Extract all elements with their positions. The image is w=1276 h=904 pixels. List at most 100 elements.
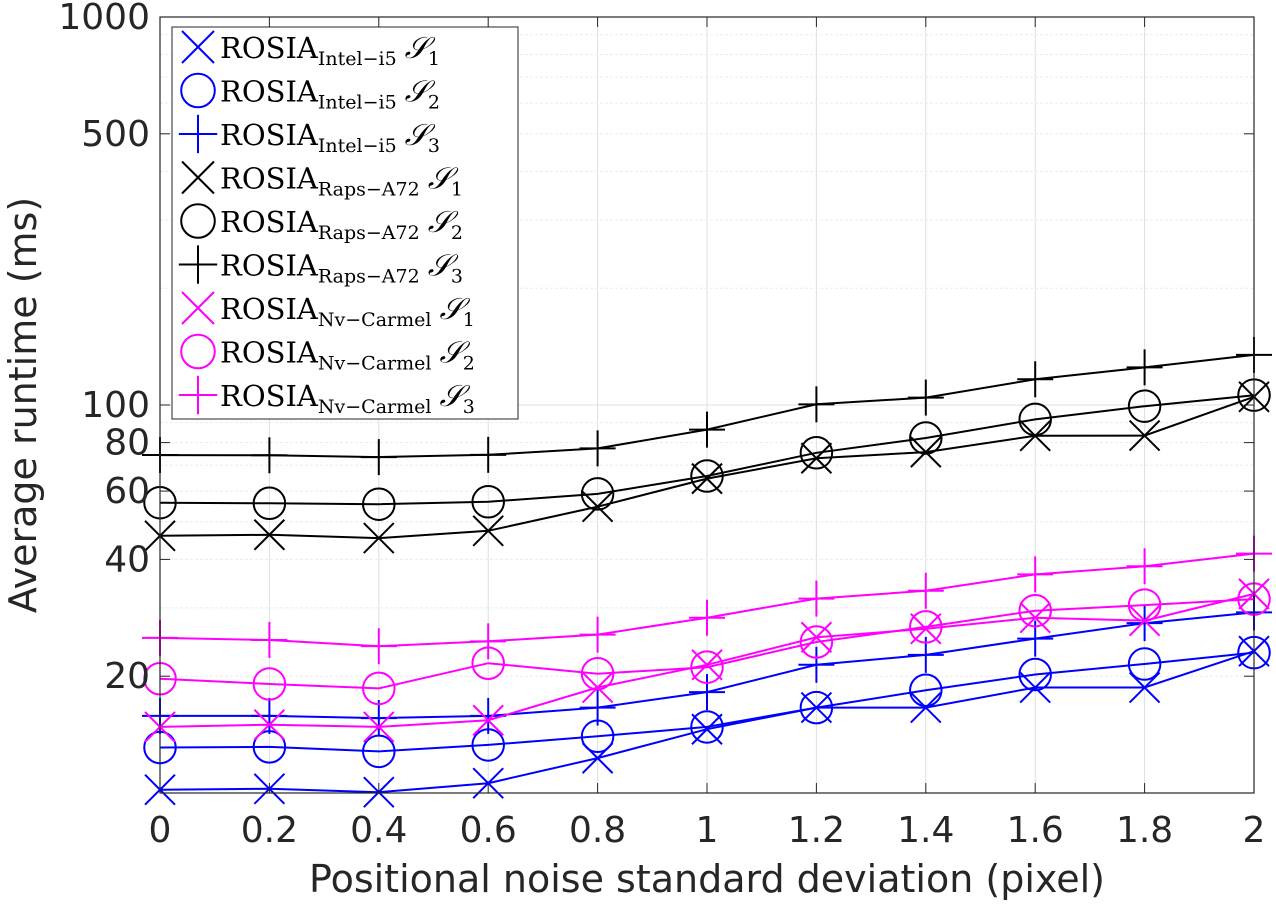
x-tick-label: 0 — [149, 810, 172, 851]
data-point — [1126, 349, 1163, 386]
data-point — [689, 674, 725, 711]
x-axis-title: Positional noise standard deviation (pix… — [309, 857, 1105, 901]
data-point — [1018, 657, 1052, 692]
marker-stroke — [1019, 601, 1051, 634]
data-point — [1128, 671, 1161, 704]
legend-marker — [178, 375, 218, 415]
x-axis-ticks: 0 0.2 0.4 0.6 0.8 1 1.2 1.4 1.6 1.8 2 — [149, 17, 1265, 851]
marker-stroke — [800, 621, 833, 653]
data-point — [907, 379, 944, 416]
data-point — [909, 610, 943, 644]
data-point — [1017, 361, 1054, 398]
data-point — [689, 599, 725, 636]
data-point — [690, 710, 724, 744]
y-tick-label: 20 — [104, 656, 150, 697]
data-point — [1127, 647, 1162, 681]
data-point — [252, 486, 287, 521]
data-point — [580, 477, 615, 511]
series-line — [159, 598, 1255, 690]
x-tick-label: 1.8 — [1116, 810, 1173, 851]
data-point — [1128, 419, 1161, 452]
data-point — [910, 436, 942, 468]
data-point — [581, 490, 614, 523]
data-point — [253, 519, 286, 551]
marker-stroke — [800, 442, 833, 474]
legend-label: ROSIANv−Carmel 𝒮2 — [220, 336, 475, 375]
marker-stroke — [181, 30, 215, 64]
data-point — [251, 437, 288, 474]
marker-stroke — [363, 522, 395, 554]
data-point — [253, 708, 286, 741]
marker-stroke — [472, 704, 504, 736]
legend-label: ROSIANv−Carmel 𝒮3 — [220, 379, 475, 418]
marker-stroke — [910, 436, 942, 468]
legend-entry: ROSIANv−Carmel 𝒮2 — [180, 333, 475, 375]
data-point — [690, 650, 724, 684]
x-tick-label: 1.4 — [897, 810, 954, 851]
data-point — [470, 436, 507, 473]
data-point — [363, 522, 395, 554]
data-point — [360, 700, 397, 737]
x-tick-label: 0.2 — [241, 810, 298, 851]
data-point — [252, 667, 287, 701]
legend-label: ROSIARaps−A72 𝒮2 — [220, 205, 463, 244]
data-point — [1127, 588, 1162, 622]
data-point — [580, 656, 615, 691]
legend-label: ROSIAIntel−i5 𝒮1 — [220, 31, 440, 70]
data-point — [581, 671, 614, 704]
data-point — [798, 386, 835, 423]
x-tick-label: 0.6 — [460, 810, 517, 851]
data-point — [798, 580, 835, 617]
data-point — [799, 436, 834, 470]
legend-marker — [178, 245, 218, 284]
legend-marker — [180, 203, 216, 239]
y-tick-label: 100 — [81, 385, 150, 426]
data-point — [1019, 601, 1051, 634]
series-raps-a72-s3 — [142, 336, 1272, 476]
legend-entry: ROSIANv−Carmel 𝒮3 — [178, 375, 475, 418]
data-point — [579, 616, 616, 653]
legend-marker — [181, 291, 215, 325]
series-line — [159, 394, 1255, 506]
data-point — [798, 646, 835, 683]
data-point — [909, 421, 943, 455]
data-point — [251, 621, 288, 658]
data-point — [910, 691, 942, 724]
series-nv-carmel-s1 — [144, 578, 1270, 743]
data-point — [799, 690, 834, 725]
legend-marker — [180, 72, 216, 109]
data-point — [579, 430, 616, 467]
marker-stroke — [363, 711, 395, 743]
marker-stroke — [472, 515, 504, 547]
data-point — [363, 711, 395, 743]
marker-stroke — [181, 291, 215, 325]
data-point — [579, 689, 616, 726]
data-point — [1126, 548, 1163, 585]
data-point — [690, 459, 724, 493]
legend-entry: ROSIAIntel−i5 𝒮1 — [181, 30, 440, 70]
x-tick-label: 0.4 — [350, 810, 407, 851]
x-tick-label: 1.2 — [788, 810, 845, 851]
marker-stroke — [1019, 671, 1051, 704]
data-point — [251, 697, 288, 734]
legend-box — [171, 26, 519, 420]
data-point — [689, 411, 725, 448]
legend-label: ROSIANv−Carmel 𝒮1 — [220, 292, 475, 331]
legend-label: ROSIARaps−A72 𝒮3 — [220, 249, 463, 288]
legend-marker — [181, 160, 215, 195]
legend-entry: ROSIARaps−A72 𝒮3 — [178, 245, 463, 288]
data-point — [472, 515, 504, 547]
y-axis-title: Average runtime (ms) — [1, 197, 45, 613]
legend-entry: ROSIARaps−A72 𝒮2 — [180, 203, 463, 244]
data-point — [800, 442, 833, 474]
marker-stroke — [581, 671, 614, 704]
data-point — [470, 623, 507, 660]
data-point — [360, 628, 397, 665]
data-point — [1018, 593, 1052, 628]
data-point — [1018, 402, 1052, 437]
marker-stroke — [253, 708, 286, 741]
data-point — [362, 671, 396, 706]
series-layer — [142, 336, 1272, 808]
